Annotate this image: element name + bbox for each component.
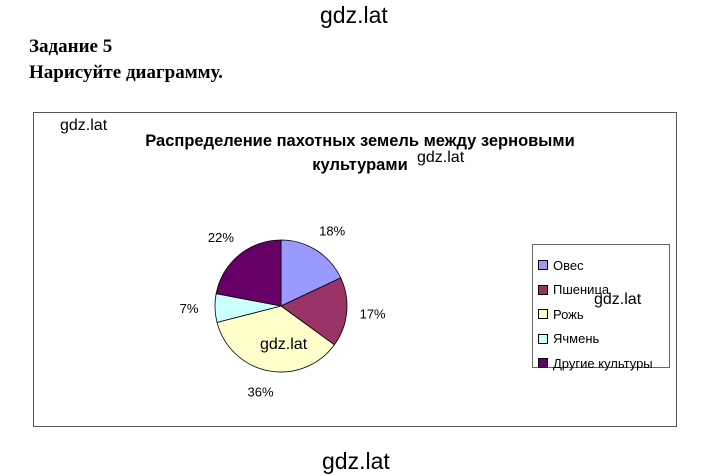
legend-item: Другие культуры <box>538 351 669 376</box>
legend-label: Пшеница <box>553 282 610 298</box>
pie-slice-3 <box>216 305 335 373</box>
legend-item: Пшеница <box>538 278 669 303</box>
legend-swatch <box>538 260 548 271</box>
pie-chart: 18% 17% 36% 7% 22% <box>180 224 386 400</box>
legend-label: Другие культуры <box>553 355 653 371</box>
chart-title-line-1: Распределение пахотных земель между зерн… <box>145 132 575 150</box>
watermark-chart-3: gdz.lat <box>594 291 642 308</box>
watermark-bottom: gdz.lat <box>322 448 390 474</box>
pie-slice-1 <box>280 239 342 307</box>
pie-slice-5 <box>215 239 282 307</box>
pie-data-label-2: 17% <box>360 306 386 321</box>
watermark-chart-1: gdz.lat <box>60 117 108 134</box>
task-instruction: Нарисуйте диаграмму. <box>29 62 223 83</box>
legend-swatch <box>538 333 548 344</box>
task-title: Задание 5 <box>29 36 113 57</box>
pie-data-label-3: 36% <box>247 384 273 399</box>
legend-item: Рожь <box>538 302 669 327</box>
chart-title-line-2: культурами <box>312 156 408 174</box>
chart-frame: Распределение пахотных земель между зерн… <box>33 112 677 427</box>
legend-label: Ячмень <box>553 331 600 347</box>
watermark-top: gdz.lat <box>320 2 388 28</box>
legend-label: Овес <box>553 257 584 273</box>
pie-data-label-5: 22% <box>208 230 234 245</box>
watermark-chart-4: gdz.lat <box>260 336 308 353</box>
watermark-chart-2: gdz.lat <box>417 149 465 166</box>
chart-legend: Овес Пшеница Рожь Ячмень Другие культуры <box>532 244 670 371</box>
chart-title: Распределение пахотных земель между зерн… <box>110 129 610 177</box>
legend-swatch <box>538 284 548 295</box>
legend-item: Овес <box>538 253 669 278</box>
legend-swatch <box>538 309 548 320</box>
legend-label: Рожь <box>553 306 584 322</box>
pie-slice-2 <box>280 277 348 346</box>
legend-swatch <box>538 358 548 369</box>
pie-data-label-1: 18% <box>319 224 345 239</box>
legend-item: Ячмень <box>538 327 669 352</box>
pie-data-label-4: 7% <box>180 301 199 316</box>
